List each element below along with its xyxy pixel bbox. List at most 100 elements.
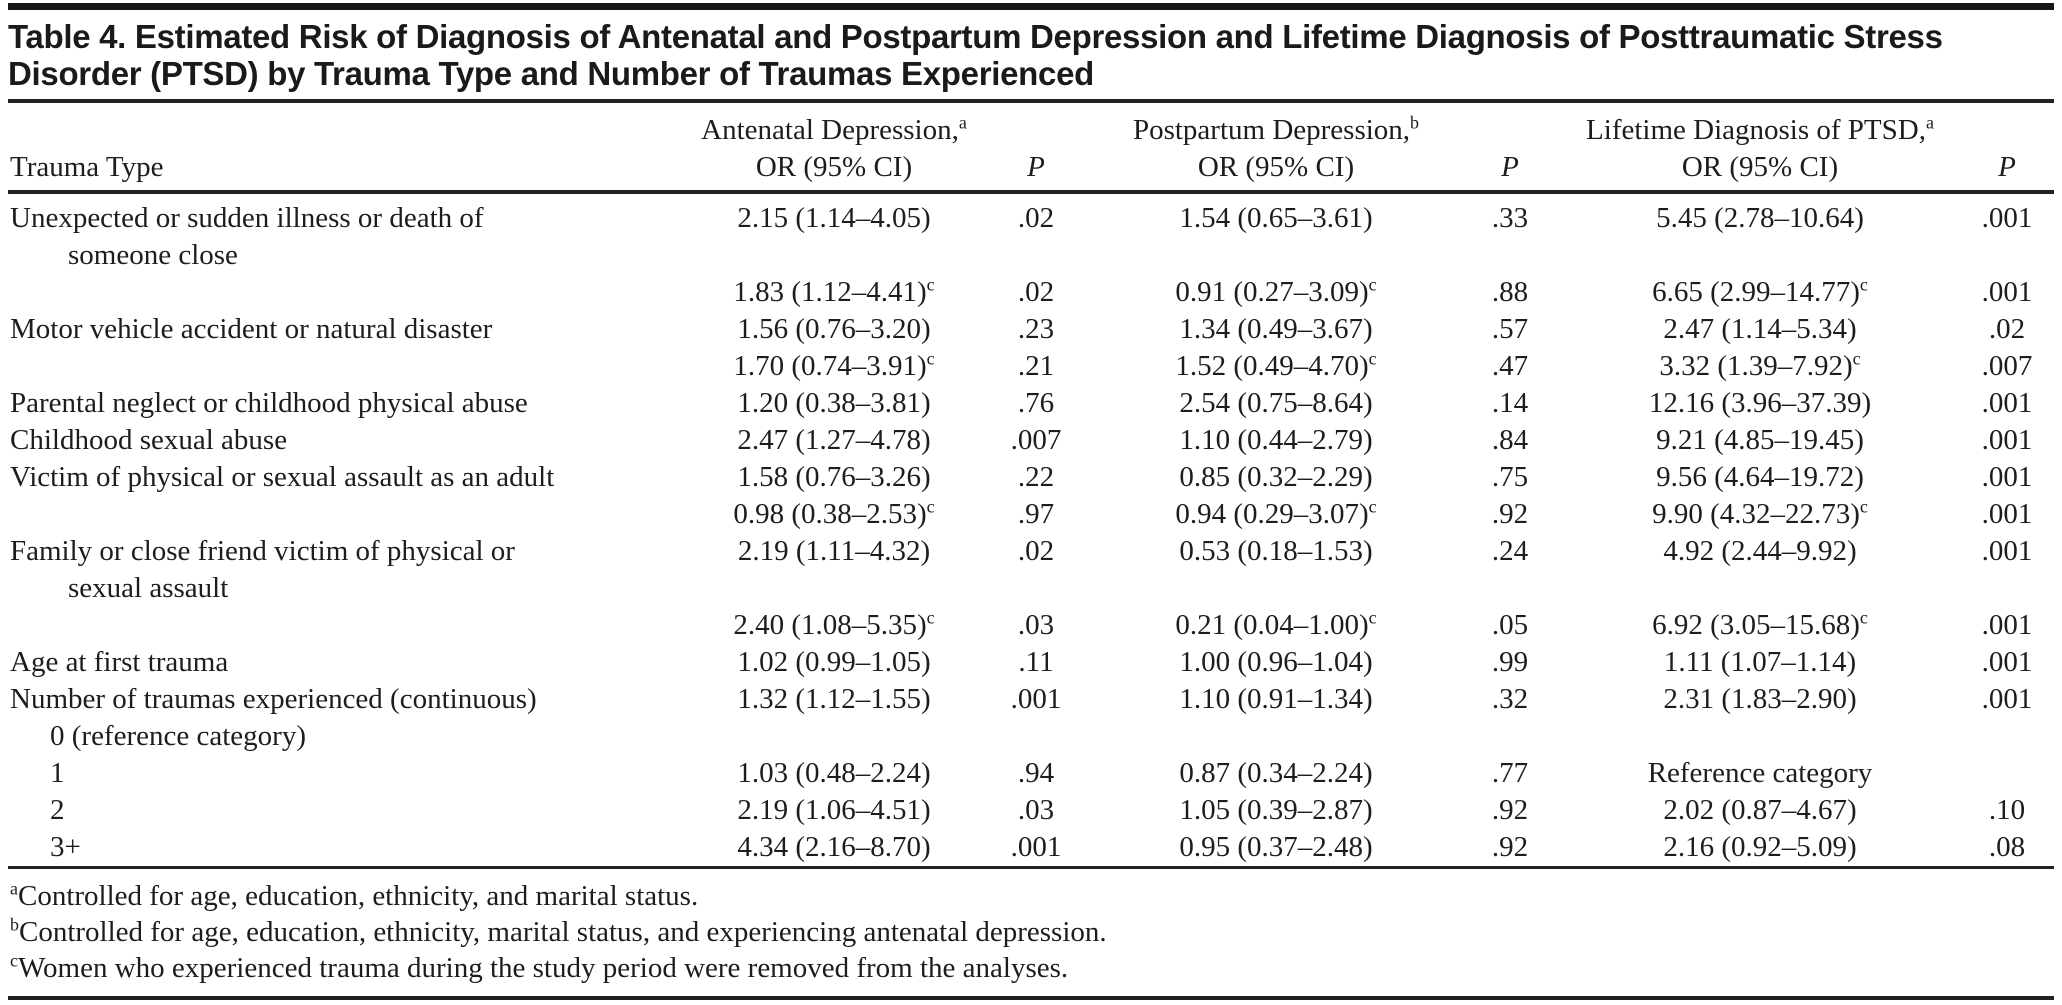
- antenatal-p-cell: .001: [1010, 683, 1062, 715]
- footnote-marker-a: a: [958, 112, 967, 133]
- ptsd-or-cell: 4.92 (2.44–9.92): [1663, 535, 1857, 567]
- antenatal-or-cell: 4.34 (2.16–8.70): [737, 831, 931, 863]
- ptsd-or-cell: 5.45 (2.78–10.64): [1656, 202, 1864, 234]
- bottom-rule: [8, 996, 2054, 1000]
- ptsd-or-cell: 9.90 (4.32–22.73)c: [1652, 496, 1868, 530]
- table-header: Antenatal Depression,a Postpartum Depres…: [8, 103, 2054, 194]
- col-group-postpartum-depression: Postpartum Depression,b: [1132, 112, 1420, 146]
- postpartum-or-cell: 1.10 (0.44–2.79): [1179, 424, 1373, 456]
- ptsd-or-cell: 6.65 (2.99–14.77)c: [1652, 274, 1868, 308]
- table-row: Age at first trauma 1.02 (0.99–1.05) .11…: [8, 644, 2054, 681]
- postpartum-p-cell: .84: [1491, 424, 1529, 456]
- header-spacer: [8, 103, 688, 149]
- ptsd-or-cell: 12.16 (3.96–37.39): [1648, 387, 1872, 419]
- postpartum-p-cell: .05: [1491, 609, 1529, 641]
- trauma-type-cell: Victim of physical or sexual assault as …: [10, 461, 555, 493]
- trauma-type-cell: Childhood sexual abuse: [10, 424, 288, 456]
- col-header-or-ptsd: OR (95% CI): [1560, 149, 1960, 194]
- table-row: Unexpected or sudden illness or death of…: [8, 192, 2054, 274]
- postpartum-or-cell: 0.21 (0.04–1.00)c: [1175, 607, 1377, 641]
- antenatal-p-cell: .03: [1017, 794, 1055, 826]
- ptsd-or-cell: 2.47 (1.14–5.34): [1663, 313, 1857, 345]
- col-header-p-antenatal: P: [980, 149, 1092, 194]
- table-row: 1.83 (1.12–4.41)c .02 0.91 (0.27–3.09)c …: [8, 274, 2054, 311]
- ptsd-p-cell: .08: [1988, 831, 2026, 863]
- table-row: 2 2.19 (1.06–4.51) .03 1.05 (0.39–2.87) …: [8, 792, 2054, 829]
- ptsd-or-cell: 1.11 (1.07–1.14): [1663, 646, 1857, 678]
- postpartum-or-cell: 2.54 (0.75–8.64): [1179, 387, 1373, 419]
- antenatal-p-cell: .007: [1010, 424, 1062, 456]
- footnote-marker-a: a: [1925, 112, 1934, 133]
- table-row: 0.98 (0.38–2.53)c .97 0.94 (0.29–3.07)c …: [8, 496, 2054, 533]
- ptsd-or-cell: 6.92 (3.05–15.68)c: [1652, 607, 1868, 641]
- ptsd-or-cell: 3.32 (1.39–7.92)c: [1659, 348, 1861, 382]
- header-label-row: Trauma Type OR (95% CI) P OR (95% CI) P …: [8, 149, 2054, 194]
- antenatal-or-cell: 2.19 (1.06–4.51): [737, 794, 931, 826]
- antenatal-or-cell: 1.20 (0.38–3.81): [737, 387, 931, 419]
- ptsd-p-cell: [1960, 718, 2054, 755]
- trauma-type-cell: 0 (reference category): [50, 720, 306, 752]
- trauma-type-cell: [8, 607, 688, 644]
- antenatal-p-cell: .02: [1017, 202, 1055, 234]
- trauma-type-cell: [8, 496, 688, 533]
- table-bottom-rule: [8, 866, 2054, 869]
- trauma-type-cell: Family or close friend victim of physica…: [8, 533, 688, 607]
- antenatal-p-cell: .23: [1017, 313, 1055, 345]
- postpartum-or-cell: 1.00 (0.96–1.04): [1179, 646, 1373, 678]
- postpartum-p-cell: .92: [1491, 498, 1529, 530]
- postpartum-p-cell: .77: [1491, 757, 1529, 789]
- results-table: Antenatal Depression,a Postpartum Depres…: [8, 103, 2054, 866]
- antenatal-or-cell: 2.47 (1.27–4.78): [737, 424, 931, 456]
- postpartum-p-cell: .32: [1491, 683, 1529, 715]
- ptsd-or-cell: 9.56 (4.64–19.72): [1656, 461, 1864, 493]
- antenatal-or-cell: 2.15 (1.14–4.05): [737, 202, 931, 234]
- ptsd-p-cell: .001: [1981, 646, 2033, 678]
- postpartum-or-cell: 1.54 (0.65–3.61): [1179, 202, 1373, 234]
- postpartum-or-cell: 0.91 (0.27–3.09)c: [1175, 274, 1377, 308]
- postpartum-or-cell: [1092, 718, 1460, 755]
- antenatal-p-cell: .02: [1017, 535, 1055, 567]
- table-row: 0 (reference category): [8, 718, 2054, 755]
- trauma-type-cell: [8, 274, 688, 311]
- footnote-marker-b: b: [1410, 112, 1420, 133]
- table-row: 1.70 (0.74–3.91)c .21 1.52 (0.49–4.70)c …: [8, 348, 2054, 385]
- table-row: Family or close friend victim of physica…: [8, 533, 2054, 607]
- postpartum-or-cell: 1.34 (0.49–3.67): [1179, 313, 1373, 345]
- ptsd-p-cell: .001: [1981, 387, 2033, 419]
- trauma-type-cell: 3+: [50, 831, 81, 863]
- ptsd-p-cell: .001: [1981, 202, 2033, 234]
- antenatal-p-cell: .02: [1017, 276, 1055, 308]
- ptsd-p-cell: .001: [1981, 461, 2033, 493]
- antenatal-p-cell: .11: [1018, 646, 1054, 678]
- postpartum-or-cell: 0.87 (0.34–2.24): [1179, 757, 1373, 789]
- col-header-p-ptsd: P: [1960, 149, 2054, 194]
- antenatal-or-cell: 2.40 (1.08–5.35)c: [733, 607, 935, 641]
- antenatal-or-cell: 2.19 (1.11–4.32): [737, 535, 931, 567]
- top-rule: [8, 3, 2054, 10]
- ptsd-p-cell: [1960, 755, 2054, 792]
- antenatal-or-cell: 1.02 (0.99–1.05): [737, 646, 931, 678]
- antenatal-or-cell: 0.98 (0.38–2.53)c: [733, 496, 935, 530]
- footnote-marker-a: a: [10, 878, 18, 899]
- postpartum-p-cell: [1460, 718, 1560, 755]
- postpartum-or-cell: 0.53 (0.18–1.53): [1179, 535, 1373, 567]
- footnotes: aControlled for age, education, ethnicit…: [8, 869, 2054, 996]
- trauma-type-cell: Age at first trauma: [10, 646, 229, 678]
- postpartum-or-cell: 1.05 (0.39–2.87): [1179, 794, 1373, 826]
- postpartum-p-cell: .88: [1491, 276, 1529, 308]
- trauma-type-cell: [8, 348, 688, 385]
- table-row: 3+ 4.34 (2.16–8.70) .001 0.95 (0.37–2.48…: [8, 829, 2054, 866]
- antenatal-or-cell: 1.03 (0.48–2.24): [737, 757, 931, 789]
- ptsd-p-cell: .001: [1981, 424, 2033, 456]
- ptsd-p-cell: .001: [1981, 498, 2033, 530]
- antenatal-p-cell: .97: [1017, 498, 1055, 530]
- header-group-row: Antenatal Depression,a Postpartum Depres…: [8, 103, 2054, 149]
- antenatal-p-cell: .94: [1017, 757, 1055, 789]
- label-continuation: sexual assault: [68, 572, 229, 604]
- ptsd-or-cell: 9.21 (4.85–19.45): [1656, 424, 1864, 456]
- table-row: Number of traumas experienced (continuou…: [8, 681, 2054, 718]
- trauma-type-cell: Number of traumas experienced (continuou…: [10, 683, 537, 715]
- header-spacer: [980, 103, 1092, 149]
- footnote-marker-b: b: [10, 914, 19, 935]
- table-title-line1: Table 4. Estimated Risk of Diagnosis of …: [8, 18, 1943, 55]
